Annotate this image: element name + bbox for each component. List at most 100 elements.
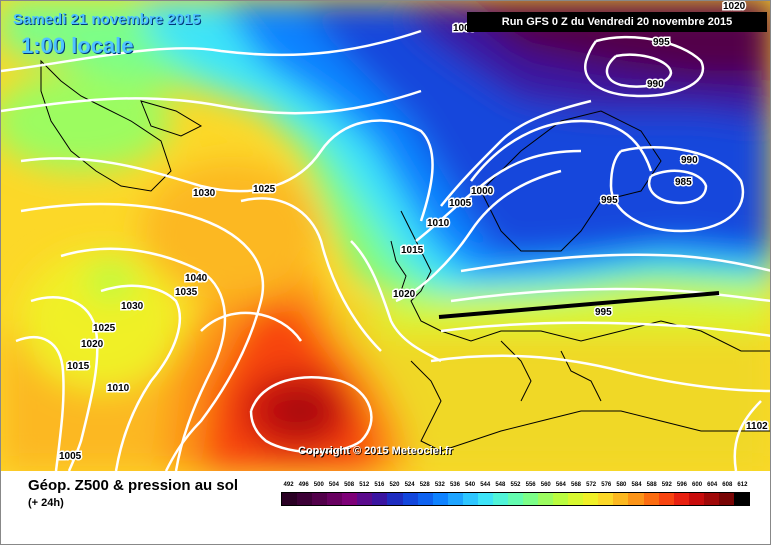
isobar-label: 1010 xyxy=(427,218,450,229)
scale-label: 544 xyxy=(480,482,491,488)
isobar-label: 995 xyxy=(595,307,612,318)
scale-label: 580 xyxy=(616,482,627,488)
scale-label: 604 xyxy=(707,482,718,488)
forecast-time: 1:00 locale xyxy=(21,33,134,58)
isobar-labels: 1030 1025 1040 1035 1030 1025 1020 1015 … xyxy=(58,1,770,464)
scale-swatch xyxy=(538,493,554,505)
scale-label: 584 xyxy=(631,482,642,488)
isobar-label: 1020 xyxy=(723,1,746,12)
scale-label: 564 xyxy=(555,482,566,488)
isobar-label: 1035 xyxy=(175,287,198,298)
scale-swatch xyxy=(492,493,508,505)
legend-footer: Géop. Z500 & pression au sol (+ 24h) 492… xyxy=(1,471,770,544)
isobar-label: 1030 xyxy=(121,301,144,312)
scale-swatch xyxy=(447,493,463,505)
isobar-label: 1010 xyxy=(107,383,130,394)
scale-label: 592 xyxy=(661,482,672,488)
map-title: Géop. Z500 & pression au sol xyxy=(28,477,239,494)
scale-swatch xyxy=(703,493,719,505)
scale-swatch xyxy=(688,493,704,505)
scale-swatch xyxy=(477,493,493,505)
copyright-notice: Copyright © 2015 Meteociel.fr xyxy=(298,445,453,457)
forecast-date: Samedi 21 novembre 2015 xyxy=(13,11,201,28)
isobar-label: 1015 xyxy=(401,245,424,256)
scale-swatch xyxy=(718,493,734,505)
scale-label: 536 xyxy=(449,482,460,488)
scale-swatch xyxy=(643,493,659,505)
model-run-label: Run GFS 0 Z du Vendredi 20 novembre 2015 xyxy=(467,12,767,32)
isobar-label: 1102 xyxy=(746,421,768,432)
scale-swatch xyxy=(598,493,614,505)
forecast-offset: (+ 24h) xyxy=(28,497,64,509)
scale-swatch xyxy=(372,493,388,505)
scale-label: 596 xyxy=(676,482,687,488)
scale-swatch xyxy=(583,493,599,505)
scale-label: 512 xyxy=(359,482,370,488)
isobar-label: 995 xyxy=(653,37,670,48)
scale-swatch xyxy=(628,493,644,505)
isobar-label: 1020 xyxy=(393,289,416,300)
scale-label: 552 xyxy=(510,482,521,488)
isobar-lines xyxy=(1,29,770,471)
isobar-label: 995 xyxy=(601,195,618,206)
scale-swatch xyxy=(553,493,569,505)
isobar-label: 1005 xyxy=(449,198,472,209)
scale-swatch xyxy=(462,493,478,505)
isobar-label: 1005 xyxy=(59,451,82,462)
isobar-label: 1030 xyxy=(193,188,216,199)
scale-swatch xyxy=(402,493,418,505)
scale-swatch xyxy=(417,493,433,505)
scale-label: 572 xyxy=(586,482,597,488)
scale-label: 492 xyxy=(283,482,294,488)
scale-swatch xyxy=(673,493,689,505)
isobar-label: 1020 xyxy=(81,339,104,350)
scale-label: 608 xyxy=(722,482,733,488)
scale-swatch xyxy=(733,493,749,505)
scale-label: 576 xyxy=(601,482,612,488)
scale-swatch xyxy=(327,493,343,505)
annotation-line xyxy=(438,291,720,319)
scale-swatch xyxy=(312,493,328,505)
isobar-label: 1025 xyxy=(93,323,116,334)
scale-swatch xyxy=(297,493,313,505)
scale-swatch xyxy=(523,493,539,505)
isobar-label: 1025 xyxy=(253,184,276,195)
scale-label: 588 xyxy=(646,482,657,488)
scale-label: 612 xyxy=(737,482,748,488)
scale-label: 532 xyxy=(434,482,445,488)
scale-label: 496 xyxy=(298,482,309,488)
scale-label: 520 xyxy=(389,482,400,488)
isobar-label: 985 xyxy=(675,177,692,188)
scale-label: 600 xyxy=(692,482,703,488)
scale-label: 524 xyxy=(404,482,415,488)
scale-label: 516 xyxy=(374,482,385,488)
scale-swatch xyxy=(432,493,448,505)
scale-label: 568 xyxy=(571,482,582,488)
isobar-label: 990 xyxy=(681,155,698,166)
isobar-label: 990 xyxy=(647,79,664,90)
scale-label: 504 xyxy=(328,482,339,488)
scale-swatch xyxy=(507,493,523,505)
color-scale-bar xyxy=(281,492,750,506)
scale-swatch xyxy=(658,493,674,505)
scale-label: 540 xyxy=(465,482,476,488)
color-scale-labels: 492 496 500 504 508 512 516 520 524 528 532 536 540 5… xyxy=(281,482,750,492)
scale-swatch xyxy=(568,493,584,505)
isobar-label: 1040 xyxy=(185,273,208,284)
scale-swatch xyxy=(357,493,373,505)
scale-swatch xyxy=(282,493,298,505)
z500-color-field: 1030 1025 1040 1035 1030 1025 1020 1015 … xyxy=(1,1,770,471)
scale-swatch xyxy=(387,493,403,505)
scale-label: 508 xyxy=(344,482,355,488)
scale-swatch xyxy=(613,493,629,505)
scale-label: 528 xyxy=(419,482,430,488)
scale-label: 500 xyxy=(313,482,324,488)
isobar-label: 1015 xyxy=(67,361,90,372)
scale-label: 560 xyxy=(540,482,551,488)
isobar-label: 1000 xyxy=(471,186,494,197)
scale-swatch xyxy=(342,493,358,505)
scale-label: 556 xyxy=(525,482,536,488)
scale-label: 548 xyxy=(495,482,506,488)
geopotential-map: 1030 1025 1040 1035 1030 1025 1020 1015 … xyxy=(1,1,770,471)
